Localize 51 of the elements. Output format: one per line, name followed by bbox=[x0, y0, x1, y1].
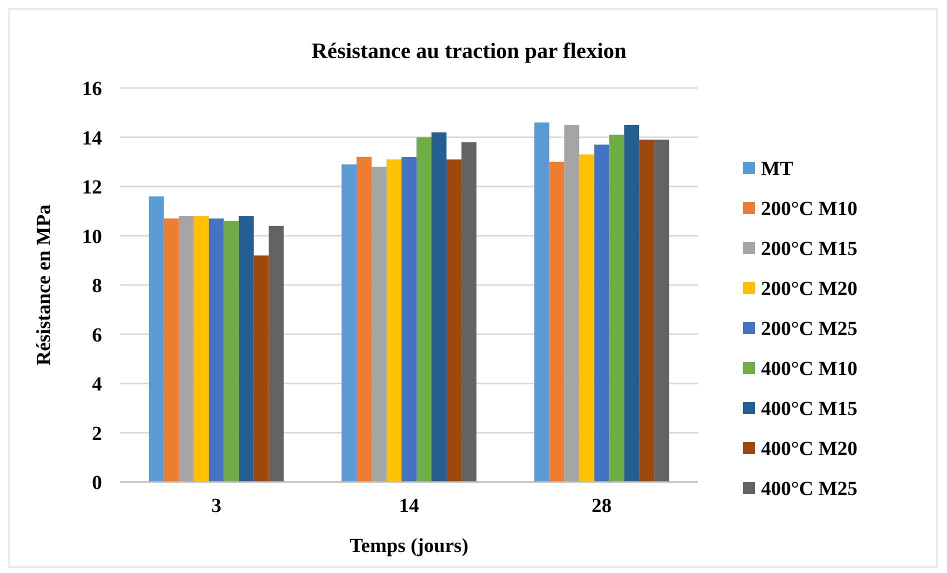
bar bbox=[402, 156, 416, 482]
legend-label: 400°C M20 bbox=[761, 438, 858, 460]
y-tick-label: 0 bbox=[92, 472, 102, 494]
bar bbox=[254, 255, 269, 482]
bar bbox=[416, 137, 432, 482]
bar bbox=[564, 124, 580, 482]
bar bbox=[624, 124, 640, 482]
legend-label: 200°C M15 bbox=[761, 238, 858, 260]
bar bbox=[446, 159, 462, 482]
y-tick-label: 12 bbox=[82, 176, 102, 198]
bar bbox=[342, 164, 357, 482]
bar bbox=[549, 162, 564, 482]
y-tick-label: 2 bbox=[92, 422, 102, 445]
bar bbox=[386, 159, 402, 482]
y-tick-label: 10 bbox=[82, 226, 102, 248]
y-tick-label: 8 bbox=[92, 275, 102, 297]
y-tick-label: 6 bbox=[92, 324, 102, 346]
bar bbox=[268, 226, 284, 482]
bar bbox=[431, 132, 446, 482]
y-axis-title: Résistance en MPa bbox=[33, 204, 55, 366]
bar bbox=[164, 218, 179, 482]
legend-label: 200°C M20 bbox=[761, 278, 858, 300]
bar bbox=[194, 216, 209, 482]
x-tick-label: 14 bbox=[399, 495, 419, 517]
bar bbox=[224, 220, 239, 482]
bar bbox=[534, 122, 550, 482]
legend-label: 400°C M15 bbox=[761, 398, 858, 420]
bar bbox=[178, 216, 194, 482]
bar bbox=[654, 140, 670, 482]
bar bbox=[609, 134, 624, 482]
bar bbox=[372, 166, 387, 482]
bar bbox=[356, 156, 372, 482]
bar bbox=[148, 196, 164, 482]
bar bbox=[639, 140, 654, 482]
legend-label: 400°C M10 bbox=[761, 358, 858, 380]
legend-label: 400°C M25 bbox=[761, 478, 858, 500]
x-tick-label: 28 bbox=[592, 495, 612, 517]
x-tick-label: 3 bbox=[211, 495, 222, 517]
legend-label: 200°C M10 bbox=[761, 198, 858, 220]
chart-title: Résistance au traction par flexion bbox=[312, 38, 626, 63]
bar bbox=[594, 144, 610, 482]
bar bbox=[238, 216, 254, 482]
bar bbox=[579, 154, 594, 482]
x-axis-title: Temps (jours) bbox=[350, 535, 468, 557]
y-tick-label: 4 bbox=[92, 374, 102, 396]
legend-label: 200°C M25 bbox=[761, 318, 858, 340]
legend-label: MT bbox=[761, 158, 794, 180]
y-tick-label: 14 bbox=[82, 127, 102, 150]
y-tick-label: 16 bbox=[82, 78, 102, 100]
bar bbox=[461, 142, 476, 482]
bar bbox=[208, 218, 224, 482]
